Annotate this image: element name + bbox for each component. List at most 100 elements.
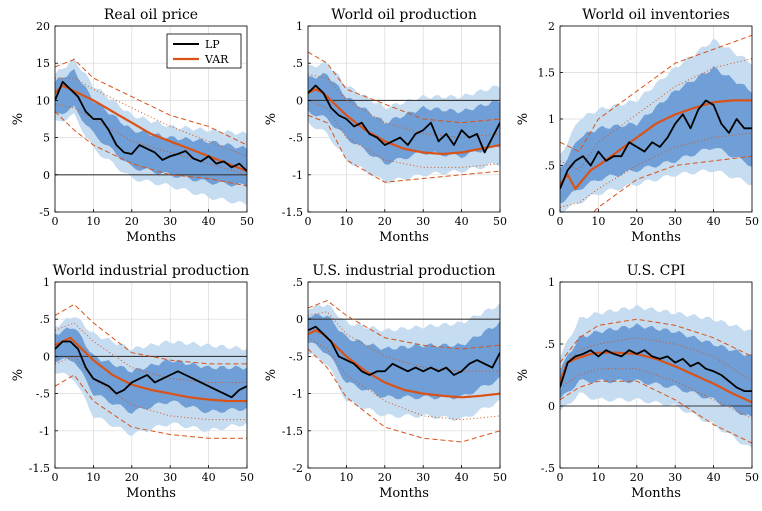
var-line: [308, 88, 500, 156]
x-tick-label: 10: [591, 471, 605, 484]
x-axis-label: Months: [631, 486, 681, 501]
var-line: [560, 351, 752, 404]
panel-title: U.S. industrial production: [312, 263, 495, 279]
y-tick-label: -.5: [36, 388, 50, 401]
x-axis-label: Months: [126, 486, 176, 501]
y-tick-label: 20: [36, 20, 50, 33]
x-tick-label: 50: [745, 215, 759, 228]
var-band-lower68: [55, 355, 247, 421]
var-line: [308, 329, 500, 399]
y-axis-label: %: [516, 113, 531, 125]
y-tick-label: 0: [296, 313, 303, 326]
panel-title: World industrial production: [53, 263, 250, 279]
x-tick-label: 40: [202, 471, 216, 484]
y-tick-label: .5: [545, 338, 556, 351]
x-tick-label: 20: [378, 215, 392, 228]
y-tick-label: 1: [296, 20, 303, 33]
axes-frame: [54, 281, 248, 469]
var-line: [560, 99, 752, 191]
y-tick-label: -1: [39, 425, 50, 438]
plot-area: [55, 303, 247, 439]
panel-5: 0 10 20 30 40 50 -2 -1.5 -1 -.5 0 .5 U.S. industrial…: [264, 263, 507, 501]
lp-band-68: [55, 327, 247, 414]
x-tick-label: 50: [493, 215, 507, 228]
lp-band-68: [308, 313, 500, 400]
x-tick-label: 0: [52, 215, 59, 228]
x-tick-label: 30: [416, 215, 430, 228]
x-tick-label: 30: [416, 471, 430, 484]
var-band-upper90: [55, 58, 247, 146]
panel-2: 0 10 20 30 40 50 -1.5 -1 -.5 0 .5 1 World oil produc…: [264, 7, 507, 245]
var-band-upper90: [308, 51, 500, 124]
y-tick-label: 0: [548, 400, 555, 413]
lp-line: [308, 84, 500, 154]
x-tick-label: 20: [630, 215, 644, 228]
var-line: [55, 336, 247, 403]
x-tick-label: 50: [493, 471, 507, 484]
var-band-lower68: [560, 132, 752, 208]
x-tick-label: 30: [163, 471, 177, 484]
y-tick-label: .5: [40, 313, 51, 326]
panel-title: World oil inventories: [582, 7, 730, 23]
y-tick-label: 1: [548, 276, 555, 289]
lp-line: [55, 340, 247, 399]
y-tick-label: -1.5: [282, 425, 303, 438]
legend-box: [166, 33, 242, 69]
x-tick-label: 50: [240, 215, 254, 228]
x-tick-label: 10: [591, 215, 605, 228]
var-band-upper68: [560, 58, 752, 171]
legend: LP VAR: [166, 33, 242, 69]
x-axis-label: Months: [126, 230, 176, 245]
y-tick-label: 2: [548, 20, 555, 33]
y-tick-label: 5: [43, 132, 50, 145]
axes-frame: [307, 281, 501, 469]
x-tick-label: 40: [455, 471, 469, 484]
var-band-upper68: [55, 322, 247, 383]
y-tick-label: .5: [293, 57, 304, 70]
y-axis-label: %: [264, 113, 279, 125]
var-line: [55, 84, 247, 173]
var-band-upper68: [308, 73, 500, 139]
panel-title: U.S. CPI: [627, 263, 686, 279]
y-axis-label: %: [264, 369, 279, 381]
legend-label-var: VAR: [204, 53, 229, 66]
x-tick-label: 40: [455, 215, 469, 228]
y-tick-label: 0: [43, 350, 50, 363]
y-tick-label: -5: [39, 206, 50, 219]
y-tick-label: -1: [292, 169, 303, 182]
plot-area: [308, 51, 500, 184]
y-tick-label: 10: [36, 94, 50, 107]
var-band-lower90: [308, 114, 500, 183]
plot-area: [308, 300, 500, 443]
x-tick-label: 40: [707, 215, 721, 228]
x-axis-label: Months: [631, 230, 681, 245]
lp-band-68: [55, 68, 247, 188]
var-band-upper90: [308, 300, 500, 350]
x-tick-label: 40: [707, 471, 721, 484]
x-tick-label: 20: [378, 471, 392, 484]
var-band-upper68: [560, 337, 752, 382]
x-axis-label: Months: [379, 486, 429, 501]
x-tick-label: 20: [630, 471, 644, 484]
x-tick-label: 0: [305, 215, 312, 228]
x-tick-label: 0: [557, 215, 564, 228]
y-tick-label: 0: [296, 94, 303, 107]
var-band-upper90: [560, 318, 752, 363]
lp-band-68: [560, 66, 752, 204]
var-band-lower68: [308, 99, 500, 168]
x-tick-label: 30: [668, 471, 682, 484]
y-tick-label: 0: [43, 169, 50, 182]
y-tick-label: -.5: [289, 132, 303, 145]
axes-frame: [307, 25, 501, 213]
y-tick-label: -2: [292, 462, 303, 475]
panel-title: Real oil price: [104, 7, 198, 23]
lp-line: [308, 325, 500, 376]
y-tick-label: -.5: [541, 462, 555, 475]
y-tick-label: 15: [36, 57, 50, 70]
var-band-upper68: [308, 311, 500, 372]
y-axis-label: %: [11, 369, 26, 381]
y-tick-label: 1: [548, 113, 555, 126]
plot-area: [560, 34, 752, 212]
